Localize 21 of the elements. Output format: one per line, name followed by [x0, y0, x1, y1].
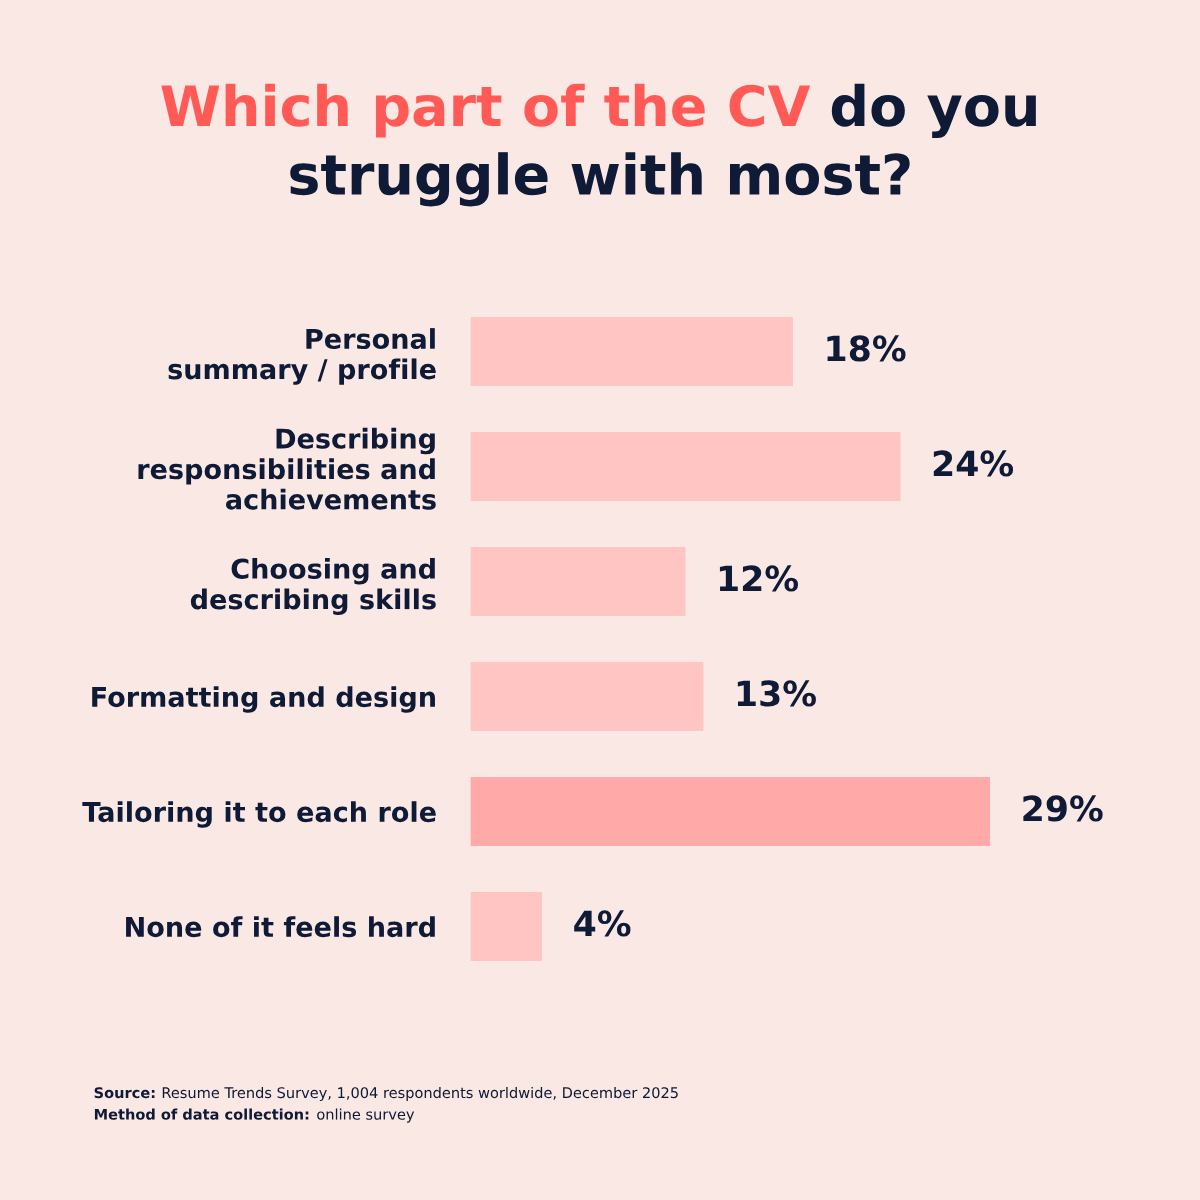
- bar: [470, 777, 991, 846]
- data-label: 18%: [827, 335, 906, 362]
- source-note: Source: Resume Trends Survey, 1,004 respondents worldwide, December 2025: [94, 1086, 678, 1102]
- chart-title: Which part of the CV do you struggle with most?: [161, 83, 1036, 207]
- data-label: 12%: [719, 565, 798, 592]
- y-tick-label: Describing responsibilities and achievements: [138, 427, 436, 510]
- data-label: 13%: [737, 680, 816, 707]
- bar: [470, 317, 793, 386]
- y-tick-label: Choosing and describing skills: [190, 558, 436, 615]
- bar: [470, 432, 901, 501]
- y-tick-label: Tailoring it to each role: [82, 801, 436, 828]
- data-label: 29%: [1023, 795, 1103, 822]
- bar: [470, 547, 686, 616]
- text: Method of data collection: online survey: [94, 1108, 415, 1123]
- data-label: 24%: [933, 450, 1014, 477]
- y-tick-label: Personal summary / profile: [168, 328, 436, 385]
- bar: [470, 892, 543, 961]
- y-tick-label: None of it feels hard: [126, 916, 435, 938]
- bar: [470, 662, 704, 731]
- y-tick-label: Formatting and design: [92, 686, 435, 713]
- data-label: 4%: [574, 910, 631, 937]
